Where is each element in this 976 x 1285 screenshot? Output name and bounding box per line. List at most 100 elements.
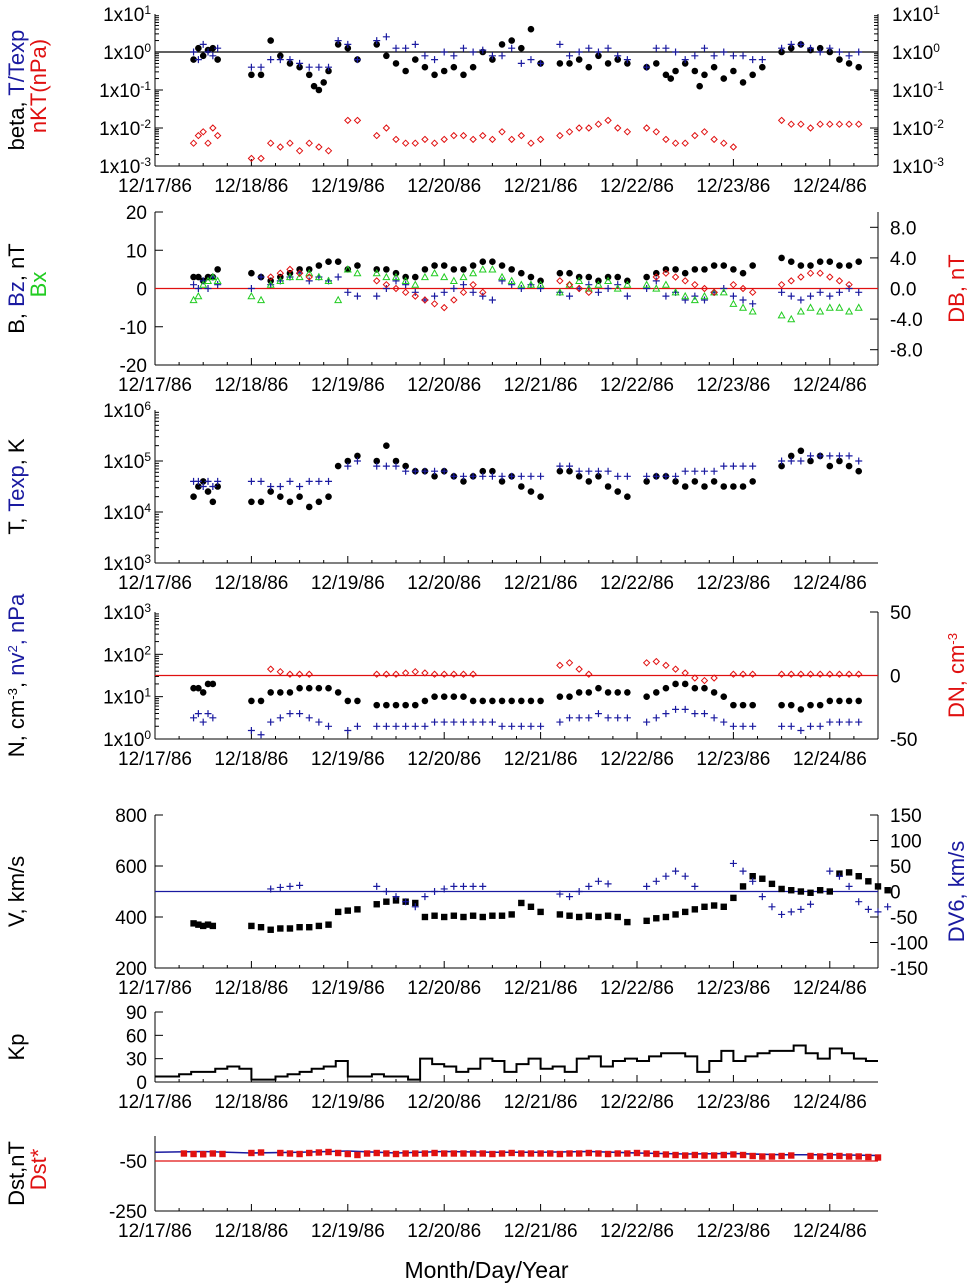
x-tick-label: 12/17/86 xyxy=(118,978,192,999)
data-point xyxy=(382,722,390,730)
data-point xyxy=(372,268,381,277)
data-point xyxy=(277,1149,284,1157)
data-point xyxy=(190,281,198,289)
data-point xyxy=(691,266,699,273)
data-point xyxy=(701,903,708,910)
data-point xyxy=(864,905,872,913)
data-point xyxy=(276,56,284,64)
data-point xyxy=(768,903,776,911)
data-point xyxy=(536,135,545,144)
data-point xyxy=(440,288,448,296)
data-point xyxy=(204,477,212,485)
data-point xyxy=(459,670,468,678)
data-point xyxy=(286,60,294,67)
data-point xyxy=(354,262,361,269)
data-point xyxy=(295,272,304,281)
data-point xyxy=(469,1150,477,1157)
panel-dst: 12/17/86 12/18/86 12/19/86 12/20/86 12/21/86… xyxy=(109,1136,882,1242)
data-point xyxy=(710,689,718,696)
data-point xyxy=(575,665,583,673)
x-tick-label: 12/24/86 xyxy=(793,573,867,594)
data-point xyxy=(691,1151,699,1159)
data-point xyxy=(691,882,699,890)
data-point xyxy=(768,1153,776,1160)
data-point xyxy=(469,48,477,56)
data-point xyxy=(296,493,303,501)
data-point xyxy=(344,44,352,52)
data-point xyxy=(190,920,197,927)
data-point xyxy=(450,882,458,890)
data-point xyxy=(276,276,285,284)
data-point xyxy=(797,273,805,281)
data-point xyxy=(720,693,728,700)
y-right-tick-label: -50 xyxy=(890,908,917,929)
data-point xyxy=(816,452,824,460)
data-point xyxy=(624,60,631,67)
data-point xyxy=(710,52,718,60)
data-point xyxy=(248,1149,255,1157)
data-point xyxy=(797,447,805,455)
data-point xyxy=(354,906,361,913)
data-point xyxy=(421,135,429,144)
data-point xyxy=(267,926,274,933)
data-point xyxy=(835,303,844,311)
data-point xyxy=(739,284,747,293)
data-point xyxy=(671,288,680,296)
x-tick-label: 12/23/86 xyxy=(696,749,770,770)
data-point xyxy=(556,131,564,140)
data-point xyxy=(325,258,332,266)
data-point xyxy=(595,52,602,60)
data-point xyxy=(537,722,545,730)
data-point xyxy=(787,44,795,52)
data-point xyxy=(624,918,631,926)
data-point xyxy=(344,40,352,48)
data-point xyxy=(459,44,467,52)
data-point xyxy=(383,1150,390,1157)
data-point xyxy=(286,710,294,718)
y-right-tick-label: 50 xyxy=(890,603,911,624)
data-point xyxy=(411,273,419,281)
data-point xyxy=(267,483,275,490)
data-point xyxy=(315,143,323,151)
data-point xyxy=(401,139,410,147)
x-tick-label: 12/22/86 xyxy=(600,176,674,197)
x-tick-label: 12/19/86 xyxy=(311,573,385,594)
data-point xyxy=(855,670,863,678)
data-point xyxy=(739,462,747,470)
data-point xyxy=(835,718,843,726)
data-point xyxy=(421,1150,429,1157)
data-point xyxy=(373,1149,380,1157)
data-point xyxy=(209,498,217,506)
data-point xyxy=(729,722,737,730)
data-point xyxy=(267,885,275,893)
data-point xyxy=(195,273,202,281)
data-point xyxy=(667,75,675,82)
data-point xyxy=(536,280,545,288)
data-point xyxy=(585,670,593,678)
data-point xyxy=(479,697,487,705)
data-point xyxy=(267,56,275,64)
x-tick-label: 12/20/86 xyxy=(407,176,481,197)
data-point xyxy=(517,280,526,288)
data-point xyxy=(537,1150,544,1157)
data-point xyxy=(594,48,602,56)
data-point xyxy=(527,25,535,33)
data-point xyxy=(806,269,815,277)
data-point xyxy=(643,472,651,480)
y-tick-label: 1x103 xyxy=(103,552,151,575)
data-point xyxy=(363,1150,371,1157)
data-point xyxy=(517,59,525,67)
data-point xyxy=(787,670,795,678)
data-point xyxy=(652,128,660,136)
data-point xyxy=(315,498,323,506)
data-point xyxy=(662,1151,670,1158)
x-tick-label: 12/19/86 xyxy=(311,1221,385,1242)
data-point xyxy=(537,472,545,480)
data-point xyxy=(710,714,718,722)
data-point xyxy=(257,924,265,931)
data-point xyxy=(460,913,467,921)
series-line xyxy=(154,1150,879,1157)
data-point xyxy=(344,907,351,914)
data-point xyxy=(305,139,313,147)
data-point xyxy=(662,472,670,480)
